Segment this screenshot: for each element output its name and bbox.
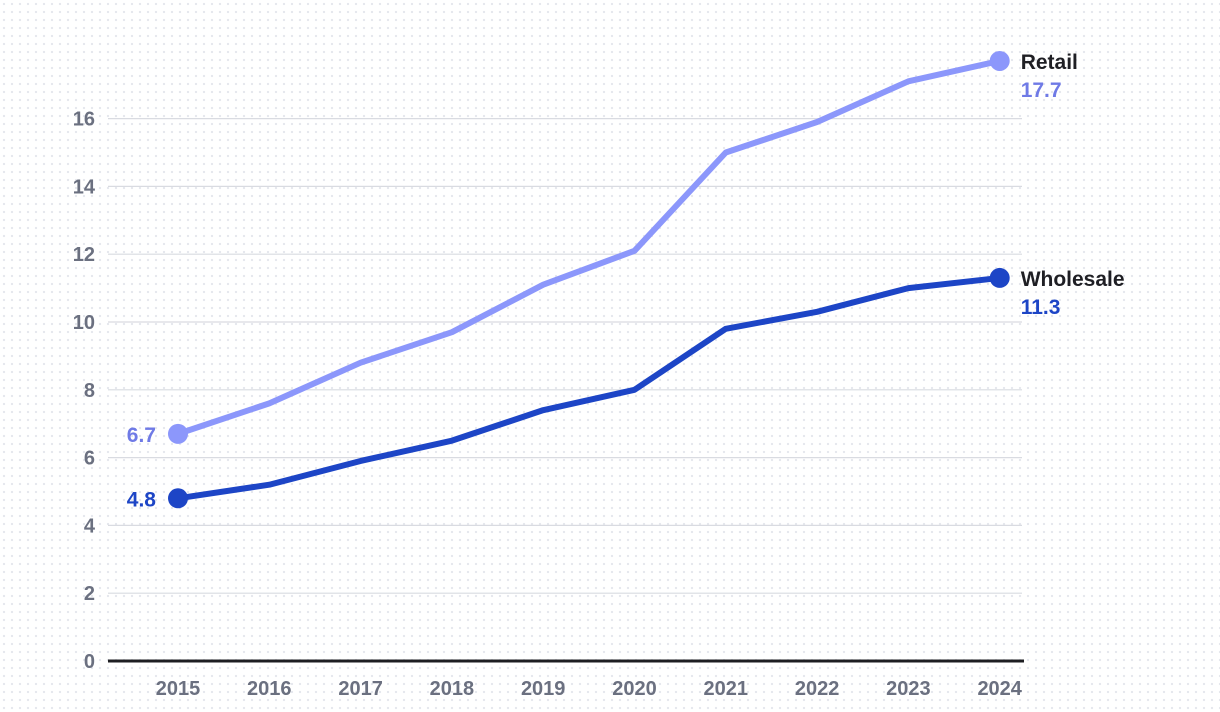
y-tick-label: 6 — [84, 448, 95, 470]
x-tick-label: 2021 — [704, 678, 749, 700]
end-point-retail — [989, 50, 1010, 71]
x-tick-label: 2023 — [886, 678, 931, 700]
start-value-label-wholesale: 4.8 — [127, 488, 157, 511]
x-tick-label: 2018 — [430, 678, 475, 700]
y-tick-label: 0 — [84, 651, 95, 673]
x-tick-label: 2024 — [977, 678, 1022, 700]
y-tick-label: 12 — [73, 244, 95, 266]
series-line-retail — [175, 57, 1003, 437]
y-tick-label: 16 — [73, 109, 95, 131]
x-tick-label: 2017 — [338, 678, 383, 700]
start-point-retail — [168, 423, 188, 444]
y-tick-label: 14 — [73, 176, 96, 198]
gridlines — [108, 117, 1024, 663]
y-tick-label: 8 — [84, 380, 95, 402]
x-tick-label: 2016 — [247, 678, 292, 700]
series-name-retail: Retail — [1021, 51, 1078, 74]
series-name-wholesale: Wholesale — [1021, 268, 1125, 291]
end-point-wholesale — [989, 267, 1010, 288]
end-value-label-retail: 17.7 — [1021, 79, 1062, 102]
end-value-label-wholesale: 11.3 — [1021, 296, 1061, 319]
series-labels: 6.7 Retail 17.7 4.8 Wholesale 11.3 — [127, 51, 1125, 511]
start-point-wholesale — [168, 488, 188, 509]
y-tick-label: 4 — [84, 515, 96, 537]
y-tick-label: 2 — [84, 583, 95, 605]
x-axis: 2015 2016 2017 2018 2019 2020 2021 2022 2023 2024 — [156, 678, 1023, 700]
y-tick-label: 10 — [73, 312, 95, 334]
start-value-label-retail: 6.7 — [127, 424, 156, 447]
x-tick-label: 2015 — [156, 678, 201, 700]
series-line-wholesale — [175, 274, 1003, 502]
x-tick-label: 2019 — [521, 678, 566, 700]
series-group — [168, 50, 1010, 509]
x-tick-label: 2022 — [795, 678, 840, 700]
x-tick-label: 2020 — [612, 678, 657, 700]
y-axis: 0 2 4 6 8 10 12 14 16 — [73, 109, 96, 673]
